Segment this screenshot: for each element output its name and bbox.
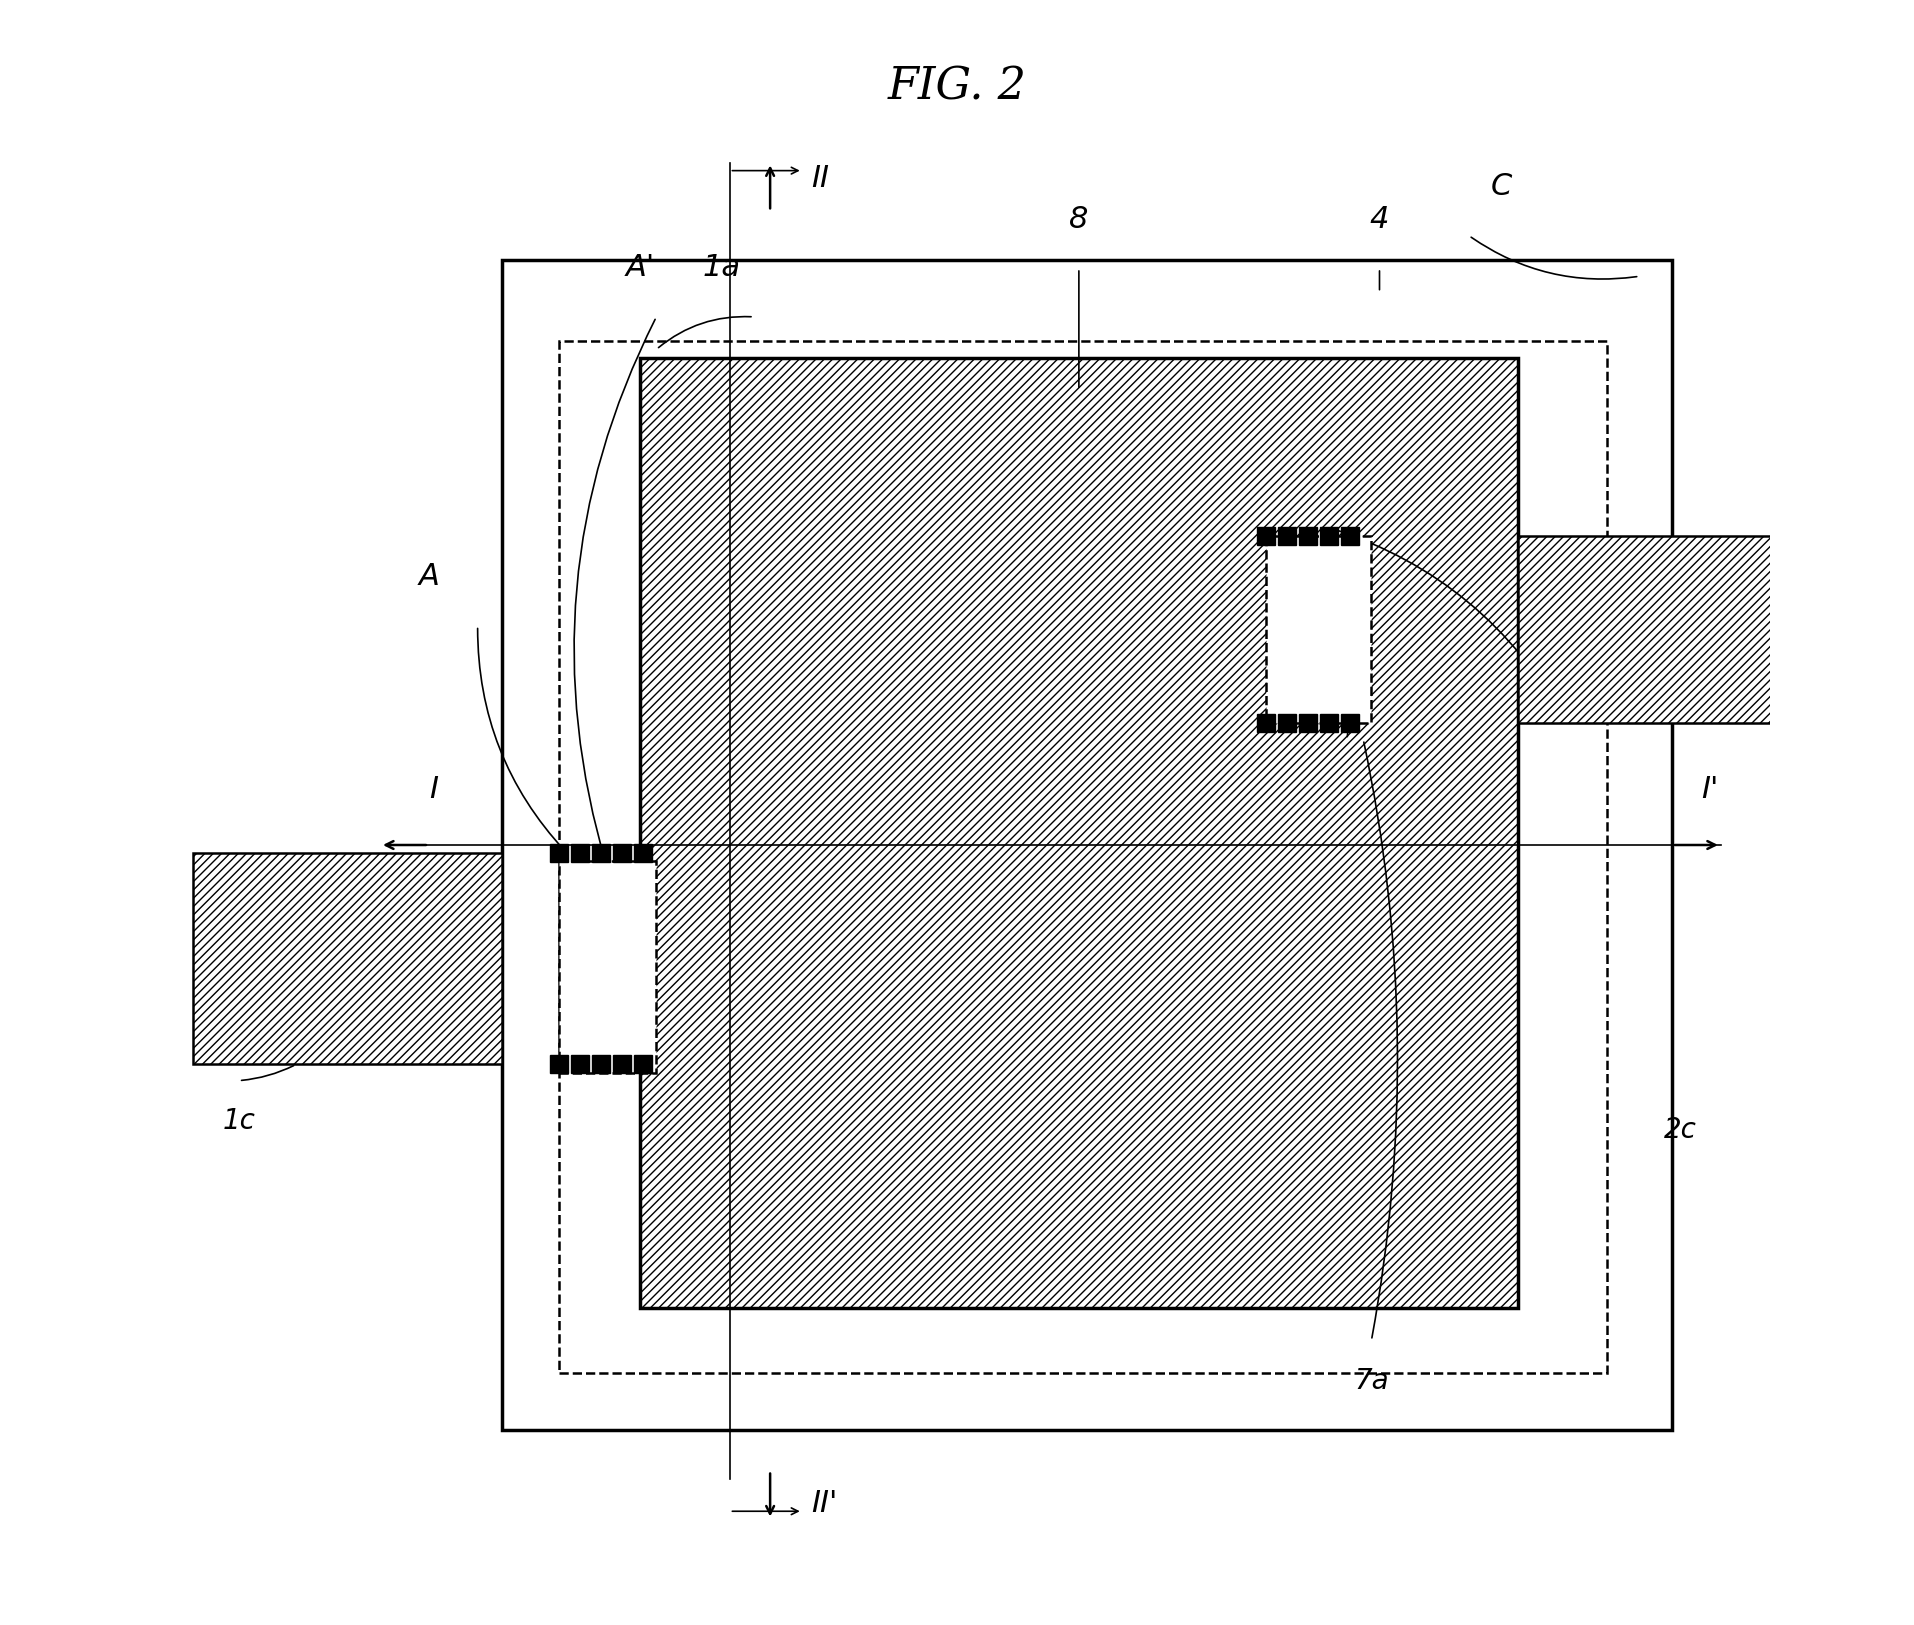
- Bar: [1279, 526, 1296, 544]
- Bar: [1265, 536, 1370, 723]
- Text: 7a: 7a: [1353, 1367, 1390, 1396]
- Bar: [570, 1056, 590, 1072]
- Bar: [612, 845, 632, 861]
- Text: 2c: 2c: [1663, 1115, 1696, 1144]
- Text: A: A: [419, 562, 440, 592]
- Text: II': II': [812, 1488, 836, 1518]
- Text: C: C: [1491, 172, 1512, 202]
- Bar: [634, 845, 653, 861]
- Bar: [591, 1056, 611, 1072]
- Bar: [1342, 526, 1359, 544]
- Bar: [559, 341, 1608, 1373]
- Text: B': B': [1317, 676, 1346, 705]
- Text: 1c: 1c: [222, 1107, 255, 1136]
- Bar: [634, 1056, 653, 1072]
- Bar: [193, 853, 501, 1064]
- Bar: [1279, 713, 1296, 731]
- Text: 1a: 1a: [702, 254, 741, 283]
- Bar: [1518, 536, 1818, 723]
- Text: I: I: [429, 775, 438, 804]
- Bar: [639, 358, 1518, 1308]
- Text: 8: 8: [1070, 205, 1089, 234]
- Text: A': A': [626, 254, 655, 283]
- Bar: [1300, 713, 1317, 731]
- Text: B: B: [1571, 660, 1592, 689]
- Bar: [1257, 526, 1275, 544]
- Text: FIG. 2: FIG. 2: [888, 65, 1026, 109]
- Text: 4: 4: [1370, 205, 1390, 234]
- Bar: [549, 1056, 568, 1072]
- Bar: [570, 845, 590, 861]
- Text: I': I': [1702, 775, 1719, 804]
- Bar: [559, 861, 657, 1072]
- Bar: [591, 845, 611, 861]
- Text: II: II: [812, 164, 829, 193]
- Bar: [1342, 713, 1359, 731]
- Bar: [501, 260, 1673, 1430]
- Bar: [1321, 526, 1338, 544]
- Bar: [1300, 526, 1317, 544]
- Bar: [549, 845, 568, 861]
- Bar: [1321, 713, 1338, 731]
- Bar: [612, 1056, 632, 1072]
- Bar: [1257, 713, 1275, 731]
